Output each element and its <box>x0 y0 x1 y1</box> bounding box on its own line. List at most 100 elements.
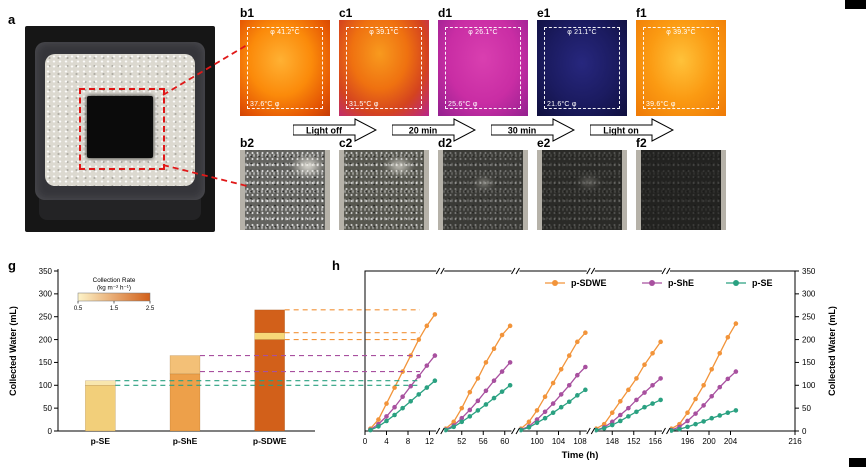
svg-text:200: 200 <box>39 335 53 344</box>
h-plot-frame <box>364 270 796 432</box>
axis-break-mark <box>511 427 516 435</box>
svg-text:60: 60 <box>500 437 509 446</box>
condensation-blob <box>384 156 414 176</box>
h-y-axis-label: Collected Water (mL) <box>827 306 837 396</box>
axis-break-mark <box>661 267 666 275</box>
data-point <box>368 427 373 433</box>
legend-marker <box>649 280 655 286</box>
data-point <box>566 353 572 358</box>
svg-text:196: 196 <box>681 437 695 446</box>
svg-text:0: 0 <box>48 427 53 436</box>
measurement-area-outline <box>544 27 620 109</box>
svg-text:Collection Rate: Collection Rate <box>93 277 136 284</box>
condensation-photo-e2 <box>537 150 627 230</box>
bar-segment <box>85 380 116 386</box>
data-point <box>451 424 456 430</box>
axis-break-mark <box>435 427 441 435</box>
axis-break-mark <box>435 267 441 275</box>
data-point <box>534 420 540 426</box>
g-y-axis-label: Collected Water (mL) <box>8 306 18 396</box>
data-point <box>626 387 631 393</box>
data-point <box>475 376 481 381</box>
axis-break-mark <box>586 267 591 275</box>
svg-text:100: 100 <box>530 437 544 446</box>
data-point <box>566 382 572 388</box>
svg-text:(kg m⁻² h⁻¹): (kg m⁻² h⁻¹) <box>97 285 131 292</box>
data-point <box>534 417 540 422</box>
h-x-axis-label: Time (h) <box>562 450 599 461</box>
thermal-image-f1: φ 39.3°C 39.6°C φ <box>636 20 726 116</box>
data-point <box>634 376 639 381</box>
svg-text:100: 100 <box>802 381 816 390</box>
temperature-reading-top: φ 39.1°C <box>369 29 399 36</box>
measurement-area-outline <box>247 27 323 109</box>
axis-break-mark <box>661 427 666 435</box>
condensation-blob <box>291 154 325 178</box>
line-chart-h: 0 50 100 150 200 250 300 350 Collected Water (mL… <box>330 253 866 467</box>
temperature-reading-bottom: 31.5°C φ <box>349 101 379 108</box>
svg-text:108: 108 <box>573 437 587 446</box>
g-category-label: p-SDWE <box>253 436 287 446</box>
data-point <box>669 428 674 433</box>
measurement-area-outline <box>346 27 422 109</box>
svg-text:156: 156 <box>649 437 663 446</box>
bar-segment <box>169 373 201 432</box>
data-point <box>408 353 413 358</box>
data-point <box>601 425 607 431</box>
process-arrow-1: Light off <box>292 118 377 147</box>
data-point <box>733 321 739 326</box>
data-point <box>432 378 438 384</box>
data-point <box>384 401 389 406</box>
data-point <box>583 364 588 370</box>
data-point <box>677 426 682 432</box>
panel-label-a: a <box>8 12 16 27</box>
data-point <box>642 362 647 368</box>
thermal-image-e1: φ 21.1°C 21.6°C φ <box>537 20 627 116</box>
bar-p-ShE <box>169 355 201 432</box>
photo-surface <box>344 150 424 230</box>
data-point <box>459 419 465 425</box>
legend-entry-p-SE: p-SE <box>726 278 773 288</box>
data-point <box>467 414 473 419</box>
panel-label-b2: b2 <box>240 136 255 150</box>
data-point <box>725 410 731 416</box>
data-point <box>693 411 698 416</box>
data-point <box>583 387 588 393</box>
bar-segment <box>254 309 285 333</box>
data-point <box>733 369 739 374</box>
crop-mark-top-right <box>845 0 866 9</box>
data-point <box>725 334 731 340</box>
bar-p-SDWE <box>254 309 285 432</box>
data-point <box>717 384 723 390</box>
legend-entry-p-ShE: p-ShE <box>642 278 694 288</box>
svg-text:0.5: 0.5 <box>74 306 83 312</box>
data-point <box>593 427 599 433</box>
data-point <box>507 323 513 329</box>
data-point <box>601 421 607 427</box>
panel-label-f1: f1 <box>636 6 647 20</box>
svg-text:300: 300 <box>39 290 53 299</box>
data-point <box>650 401 655 406</box>
thermal-image-d1: φ 26.1°C 25.6°C φ <box>438 20 528 116</box>
data-point <box>392 404 397 410</box>
data-point <box>432 312 438 317</box>
svg-text:100: 100 <box>39 381 53 390</box>
arrow-label: Light off <box>306 126 343 136</box>
svg-text:150: 150 <box>39 358 53 367</box>
arrow-label: 20 min <box>408 126 437 136</box>
condensation-photo-c2 <box>339 150 429 230</box>
data-point <box>709 415 714 421</box>
svg-text:2.5: 2.5 <box>146 306 155 312</box>
data-point <box>400 405 405 411</box>
svg-text:56: 56 <box>479 437 488 446</box>
svg-text:150: 150 <box>802 358 816 367</box>
data-point <box>575 393 580 398</box>
data-point <box>609 410 615 416</box>
temperature-reading-bottom: 37.6°C φ <box>250 101 280 108</box>
svg-text:0: 0 <box>802 427 807 436</box>
panel-label-c1: c1 <box>339 6 353 20</box>
data-point <box>499 332 505 338</box>
data-point <box>558 366 564 372</box>
svg-text:0: 0 <box>363 437 368 446</box>
